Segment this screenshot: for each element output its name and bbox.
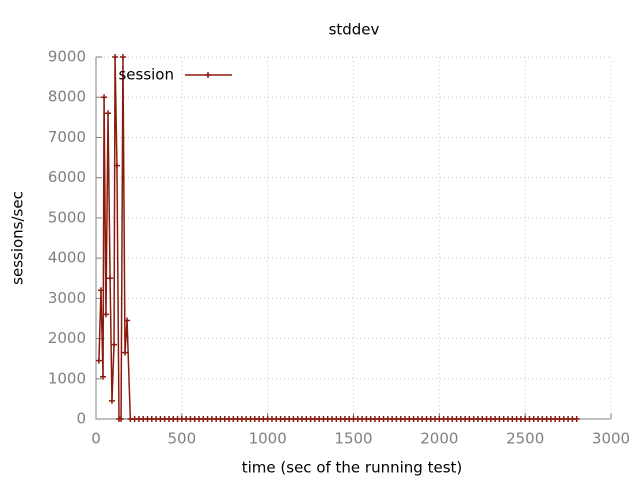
data-point — [111, 341, 118, 348]
y-tick-label: 7000 — [48, 128, 86, 146]
data-point — [108, 397, 115, 404]
data-point — [101, 94, 108, 101]
y-tick-label: 2000 — [48, 329, 86, 347]
y-tick-label: 9000 — [48, 48, 86, 66]
x-tick-label: 1500 — [334, 430, 372, 448]
data-line — [98, 56, 577, 420]
y-tick-label: 4000 — [48, 249, 86, 267]
y-tick-label: 5000 — [48, 208, 86, 226]
x-tick-label: 2000 — [420, 430, 458, 448]
data-point — [122, 349, 129, 356]
y-tick-label: 8000 — [48, 88, 86, 106]
x-tick-label: 2500 — [506, 430, 544, 448]
data-point — [95, 357, 102, 364]
x-tick-label: 0 — [91, 430, 101, 448]
data-point — [573, 416, 580, 422]
data-point — [107, 275, 114, 282]
data-point — [112, 54, 119, 60]
y-tick-label: 1000 — [48, 369, 86, 387]
x-tick-label: 1000 — [249, 430, 287, 448]
data-point — [102, 311, 109, 318]
y-axis-label: sessions/sec — [9, 191, 27, 285]
data-point — [124, 317, 131, 324]
x-tick-label: 3000 — [592, 430, 630, 448]
y-tick-label: 0 — [76, 410, 86, 428]
data-point — [97, 287, 104, 294]
chart-title: stddev — [329, 21, 380, 39]
x-axis-label: time (sec of the running test) — [242, 459, 463, 477]
data-point — [105, 110, 112, 117]
data-point — [100, 373, 107, 380]
y-tick-label: 6000 — [48, 168, 86, 186]
legend-marker — [205, 72, 211, 78]
data-point — [113, 162, 120, 169]
x-tick-label: 500 — [168, 430, 197, 448]
y-tick-label: 3000 — [48, 289, 86, 307]
data-point — [119, 54, 126, 60]
data-point — [118, 416, 125, 422]
legend-label: session — [118, 66, 174, 84]
